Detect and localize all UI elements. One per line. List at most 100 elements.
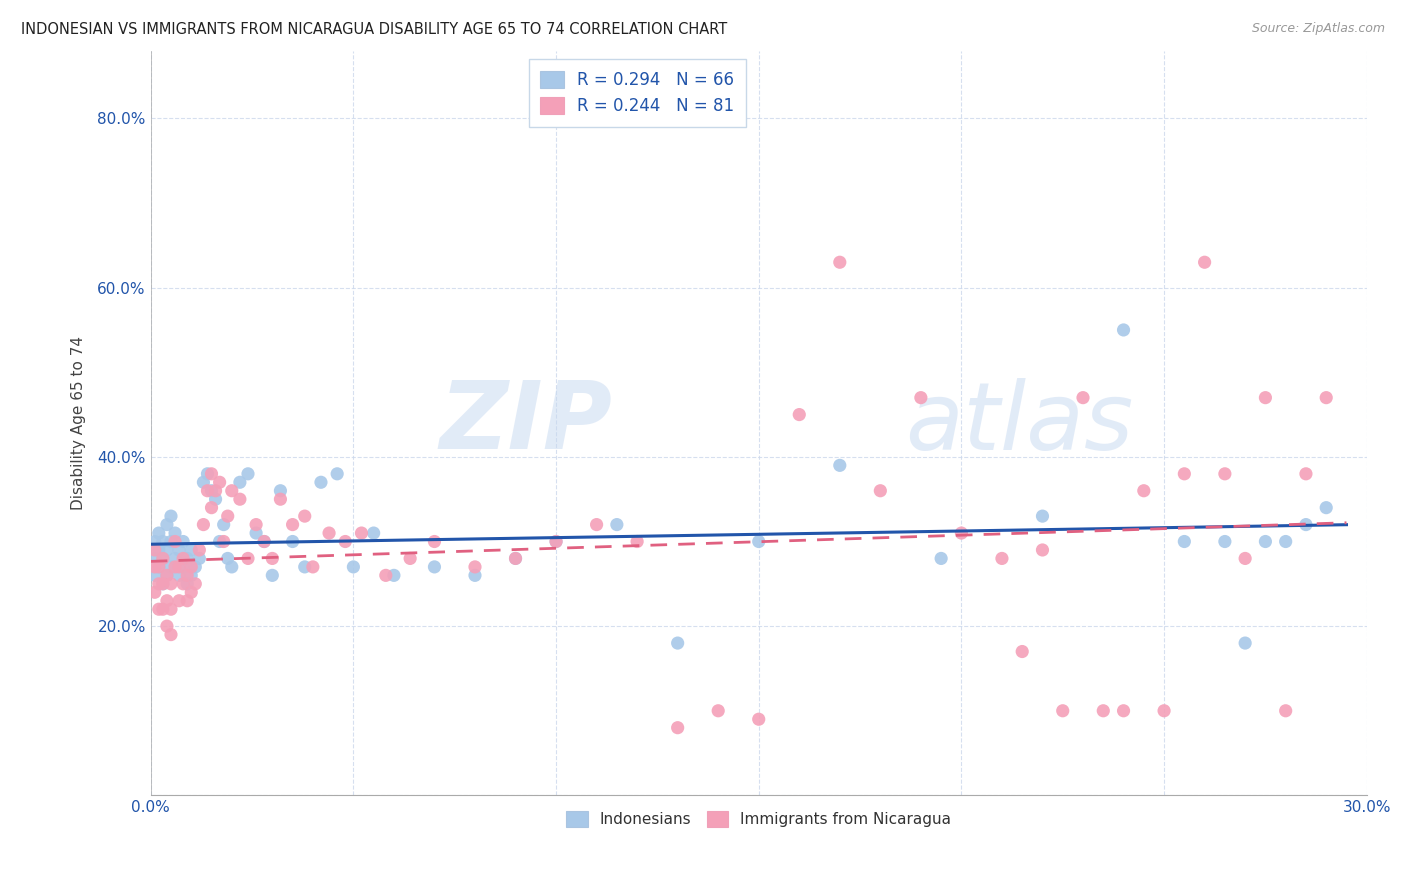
Point xyxy=(229,492,252,507)
Point xyxy=(184,577,207,591)
Point xyxy=(335,534,357,549)
Point xyxy=(152,534,174,549)
Point xyxy=(200,483,222,498)
Point xyxy=(1295,467,1317,481)
Point xyxy=(1173,534,1195,549)
Point xyxy=(1071,391,1094,405)
Point xyxy=(184,560,207,574)
Point xyxy=(262,551,284,566)
Point xyxy=(221,483,243,498)
Point xyxy=(1213,467,1236,481)
Text: atlas: atlas xyxy=(904,377,1133,468)
Point xyxy=(172,577,194,591)
Point xyxy=(148,577,170,591)
Point xyxy=(1213,534,1236,549)
Point xyxy=(950,526,973,541)
Point xyxy=(1274,704,1296,718)
Text: Source: ZipAtlas.com: Source: ZipAtlas.com xyxy=(1251,22,1385,36)
Point xyxy=(929,551,952,566)
Point xyxy=(172,560,194,574)
Point xyxy=(180,543,202,558)
Point xyxy=(1274,534,1296,549)
Point xyxy=(188,551,211,566)
Point xyxy=(585,517,607,532)
Point xyxy=(1315,500,1337,515)
Point xyxy=(143,568,166,582)
Point xyxy=(176,577,198,591)
Point xyxy=(1133,483,1156,498)
Point xyxy=(748,712,770,726)
Point xyxy=(208,534,231,549)
Point xyxy=(156,517,179,532)
Point xyxy=(269,492,291,507)
Point xyxy=(363,526,385,541)
Point xyxy=(180,560,202,574)
Point xyxy=(294,509,316,524)
Point xyxy=(342,560,364,574)
Point xyxy=(160,560,183,574)
Point xyxy=(1234,551,1257,566)
Point xyxy=(176,551,198,566)
Point xyxy=(172,551,194,566)
Point xyxy=(787,408,810,422)
Point xyxy=(156,568,179,582)
Point xyxy=(143,560,166,574)
Point xyxy=(172,534,194,549)
Y-axis label: Disability Age 65 to 74: Disability Age 65 to 74 xyxy=(72,336,86,510)
Point xyxy=(152,602,174,616)
Point xyxy=(204,492,226,507)
Point xyxy=(212,517,235,532)
Point xyxy=(163,534,186,549)
Point xyxy=(544,534,567,549)
Point xyxy=(167,593,190,607)
Point xyxy=(160,627,183,641)
Text: ZIP: ZIP xyxy=(440,377,613,469)
Point xyxy=(188,543,211,558)
Point xyxy=(148,543,170,558)
Point xyxy=(505,551,527,566)
Point xyxy=(193,517,215,532)
Point xyxy=(221,560,243,574)
Point xyxy=(281,534,304,549)
Point xyxy=(156,568,179,582)
Point xyxy=(464,568,486,582)
Point xyxy=(143,534,166,549)
Point xyxy=(464,560,486,574)
Point xyxy=(208,475,231,490)
Point xyxy=(212,534,235,549)
Point xyxy=(152,577,174,591)
Point xyxy=(253,534,276,549)
Point xyxy=(1153,704,1175,718)
Point xyxy=(828,255,851,269)
Point xyxy=(262,568,284,582)
Point xyxy=(160,602,183,616)
Point xyxy=(156,593,179,607)
Point xyxy=(236,551,259,566)
Point xyxy=(326,467,349,481)
Point xyxy=(748,534,770,549)
Point xyxy=(399,551,422,566)
Point xyxy=(1315,391,1337,405)
Point xyxy=(1112,704,1135,718)
Point xyxy=(1234,636,1257,650)
Point xyxy=(253,534,276,549)
Point xyxy=(1031,509,1053,524)
Point xyxy=(606,517,628,532)
Point xyxy=(1092,704,1115,718)
Point xyxy=(869,483,891,498)
Point xyxy=(152,551,174,566)
Point xyxy=(200,500,222,515)
Point xyxy=(148,560,170,574)
Point xyxy=(318,526,340,541)
Point xyxy=(148,602,170,616)
Point xyxy=(302,560,325,574)
Point xyxy=(167,568,190,582)
Point xyxy=(143,585,166,599)
Point xyxy=(160,577,183,591)
Point xyxy=(143,551,166,566)
Point xyxy=(374,568,396,582)
Point xyxy=(197,467,219,481)
Point xyxy=(309,475,332,490)
Point xyxy=(245,517,267,532)
Point xyxy=(382,568,405,582)
